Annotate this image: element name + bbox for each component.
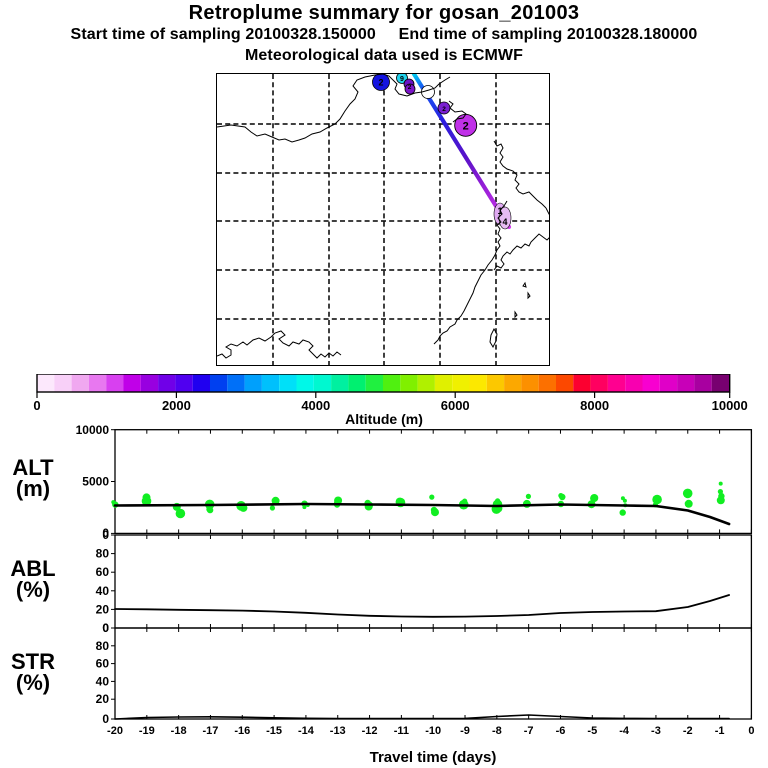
svg-text:-7: -7 — [524, 725, 534, 737]
svg-text:-17: -17 — [203, 725, 219, 737]
svg-text:0: 0 — [102, 621, 109, 635]
svg-text:-15: -15 — [266, 725, 282, 737]
svg-text:2: 2 — [442, 106, 446, 113]
svg-text:(%): (%) — [16, 577, 50, 602]
svg-text:6000: 6000 — [441, 398, 470, 413]
svg-text:4: 4 — [502, 217, 507, 227]
svg-text:-10: -10 — [425, 725, 441, 737]
svg-text:10000: 10000 — [712, 398, 748, 413]
svg-text:60: 60 — [96, 565, 110, 579]
svg-text:20: 20 — [96, 602, 110, 616]
svg-text:-14: -14 — [298, 725, 315, 737]
svg-text:20: 20 — [96, 692, 110, 706]
svg-text:2: 2 — [378, 78, 383, 88]
svg-text:10000: 10000 — [76, 425, 110, 437]
svg-text:-6: -6 — [556, 725, 566, 737]
svg-text:-1: -1 — [715, 725, 725, 737]
svg-text:-8: -8 — [492, 725, 502, 737]
svg-text:80: 80 — [96, 547, 110, 561]
svg-text:-4: -4 — [619, 725, 630, 737]
svg-text:-13: -13 — [330, 725, 346, 737]
svg-text:80: 80 — [96, 639, 110, 653]
svg-text:-18: -18 — [171, 725, 187, 737]
svg-text:0: 0 — [33, 398, 40, 413]
svg-text:-3: -3 — [651, 725, 661, 737]
svg-text:4000: 4000 — [301, 398, 330, 413]
svg-text:2000: 2000 — [162, 398, 191, 413]
svg-text:40: 40 — [96, 584, 110, 598]
svg-text:-2: -2 — [683, 725, 693, 737]
svg-text:0: 0 — [102, 528, 109, 542]
svg-text:2: 2 — [463, 121, 469, 133]
svg-text:-9: -9 — [460, 725, 470, 737]
svg-text:2: 2 — [408, 84, 412, 91]
svg-text:9: 9 — [400, 76, 404, 83]
svg-text:(m): (m) — [16, 476, 50, 501]
svg-text:(%): (%) — [16, 670, 50, 695]
svg-text:40: 40 — [96, 674, 110, 688]
svg-text:0: 0 — [748, 725, 754, 737]
svg-text:-11: -11 — [394, 725, 409, 737]
svg-text:8000: 8000 — [580, 398, 609, 413]
svg-text:-20: -20 — [107, 725, 123, 737]
svg-text:Travel time (days): Travel time (days) — [370, 749, 497, 766]
svg-text:-16: -16 — [234, 725, 250, 737]
svg-text:60: 60 — [96, 657, 110, 671]
svg-text:-12: -12 — [362, 725, 378, 737]
svg-text:-5: -5 — [587, 725, 597, 737]
svg-text:0: 0 — [102, 712, 109, 726]
svg-text:-19: -19 — [139, 725, 155, 737]
svg-text:5000: 5000 — [82, 475, 109, 489]
